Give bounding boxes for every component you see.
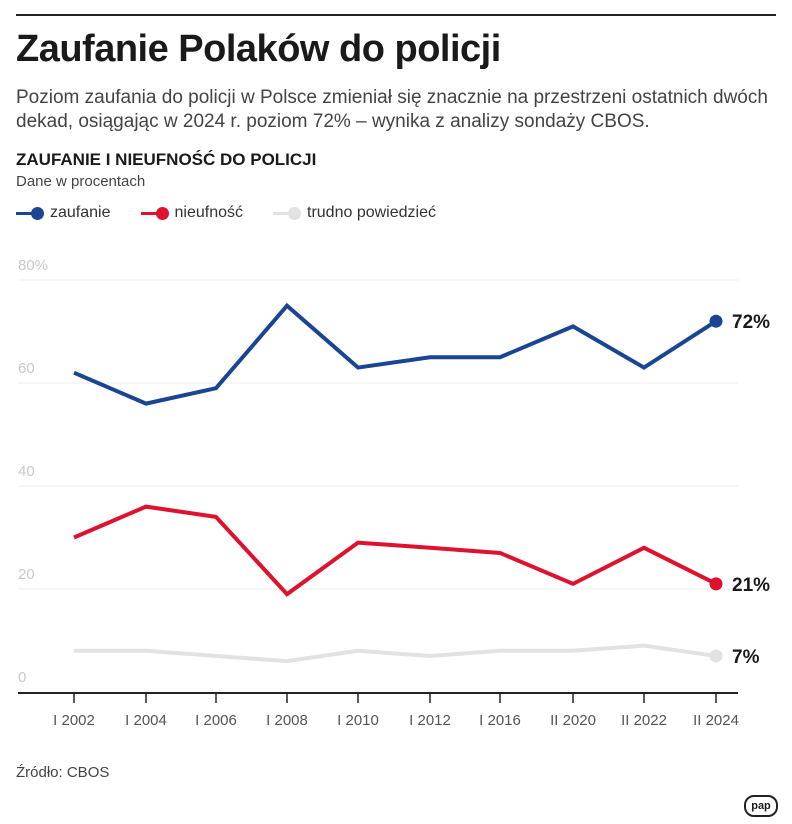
legend-label: trudno powiedzieć	[307, 204, 436, 221]
source: Źródło: CBOS	[16, 764, 110, 781]
legend-item-nieufnosc: nieufność	[140, 204, 244, 222]
y-tick-label: 80%	[18, 257, 48, 274]
x-tick-label: II 2020	[550, 712, 596, 729]
end-value-label: 7%	[732, 647, 760, 668]
legend-item-trudno: trudno powiedzieć	[273, 204, 436, 222]
legend-item-zaufanie: zaufanie	[16, 204, 111, 222]
x-tick-label: I 2002	[53, 712, 95, 729]
y-tick-label: 20	[18, 566, 35, 583]
end-point-marker	[709, 577, 723, 591]
legend-label: zaufanie	[50, 204, 111, 221]
y-tick-label: 60	[18, 360, 35, 377]
end-point-marker	[709, 314, 723, 328]
series-line-zaufanie	[73, 302, 718, 406]
legend-marker	[140, 206, 169, 220]
x-tick-label: II 2024	[693, 712, 739, 729]
top-rule	[16, 14, 776, 16]
series-line-nieufność	[73, 504, 717, 597]
subtitle: Poziom zaufania do policji w Polsce zmie…	[16, 87, 768, 132]
x-tick-label: II 2022	[621, 712, 667, 729]
y-tick-label: 40	[18, 463, 35, 480]
legend-marker	[16, 206, 44, 220]
x-tick-label: I 2016	[479, 712, 521, 729]
end-value-label: 72%	[732, 312, 770, 333]
x-tick-label: I 2012	[409, 712, 451, 729]
legend-marker	[273, 206, 301, 220]
end-point-marker	[709, 649, 723, 663]
x-tick-label: I 2004	[125, 712, 167, 729]
end-value-label: 21%	[732, 575, 770, 596]
x-tick-label: I 2006	[195, 712, 237, 729]
x-tick-label: I 2008	[266, 712, 308, 729]
page-title: Zaufanie Polaków do policji	[16, 28, 501, 70]
legend-label: nieufność	[174, 204, 244, 221]
x-tick-label: I 2010	[337, 712, 379, 729]
y-tick-label: 0	[18, 669, 26, 686]
legend: zaufanie nieufność trudno powiedzieć	[16, 204, 436, 222]
chart-title: ZAUFANIE I NIEUFNOŚĆ DO POLICJI	[16, 150, 317, 169]
pap-logo: pap	[744, 795, 778, 817]
chart-subtitle: Dane w procentach	[16, 173, 146, 190]
series-line-trudno-powiedzieć	[74, 643, 717, 664]
